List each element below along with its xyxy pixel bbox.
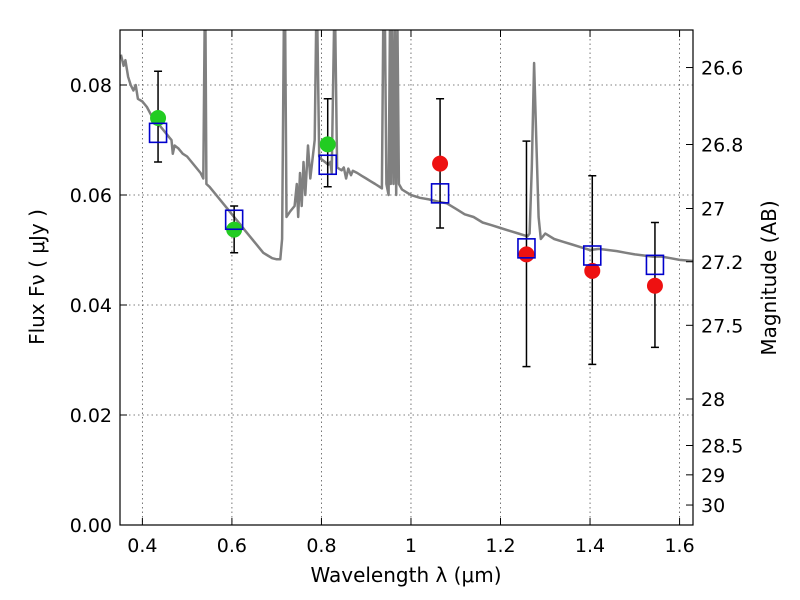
y-tick-label: 0.08 xyxy=(70,75,112,97)
x-axis-label: Wavelength λ (μm) xyxy=(310,563,501,587)
magnitude-tick-label: 27.2 xyxy=(701,252,743,274)
observed-point xyxy=(319,136,336,153)
spectrum-line xyxy=(120,30,693,263)
magnitude-tick-label: 26.6 xyxy=(701,58,743,80)
x-tick-label: 1 xyxy=(405,535,417,557)
magnitude-tick-label: 27.5 xyxy=(701,315,743,337)
y-tick-label: 0.06 xyxy=(70,185,112,207)
model-photometry-square xyxy=(645,254,665,276)
magnitude-tick-label: 28.5 xyxy=(701,436,743,458)
model-photometry-square xyxy=(224,209,244,231)
observed-point xyxy=(584,262,601,279)
model-photometry-square xyxy=(430,183,450,204)
y-tick-label: 0.00 xyxy=(70,515,112,537)
x-axis: 0.4 0.6 0.8 1 1.2 1.4 1.6 xyxy=(127,30,695,557)
model-photometry-square xyxy=(148,122,168,144)
x-tick-label: 0.6 xyxy=(217,535,247,557)
observed-point xyxy=(518,246,535,263)
magnitude-tick-label: 27 xyxy=(701,199,725,221)
observed-point xyxy=(646,277,663,294)
y-tick-label: 0.02 xyxy=(70,405,112,427)
model-photometry-square xyxy=(582,245,602,266)
y-axis-label: Flux Fν ( μJy ) xyxy=(25,209,49,345)
y-axis: 0.00 0.02 0.04 0.06 0.08 xyxy=(70,75,127,537)
magnitude-axis-label: Magnitude (AB) xyxy=(757,200,781,355)
plot-frame xyxy=(119,29,694,526)
magnitude-tick-label: 28 xyxy=(701,389,725,411)
model-photometry xyxy=(148,122,665,276)
model-photometry-square xyxy=(517,238,536,259)
observed-point xyxy=(150,110,167,126)
y-tick-label: 0.04 xyxy=(70,295,112,317)
magnitude-tick-label: 26.8 xyxy=(701,134,743,156)
error-bars xyxy=(154,70,659,368)
data-points xyxy=(150,110,663,294)
x-tick-label: 1.4 xyxy=(575,535,605,557)
model-spectrum xyxy=(120,30,693,263)
x-tick-label: 0.8 xyxy=(306,535,336,557)
x-tick-label: 0.4 xyxy=(127,535,157,557)
observed-point xyxy=(432,155,449,172)
x-tick-label: 1.2 xyxy=(485,535,515,557)
x-tick-label: 1.6 xyxy=(664,535,694,557)
magnitude-axis: 26.6 26.8 27 27.2 27.5 28 28.5 29 30 xyxy=(686,58,743,517)
magnitude-tick-label: 29 xyxy=(701,465,725,487)
magnitude-tick-label: 30 xyxy=(701,495,725,517)
model-photometry-square xyxy=(318,154,338,176)
